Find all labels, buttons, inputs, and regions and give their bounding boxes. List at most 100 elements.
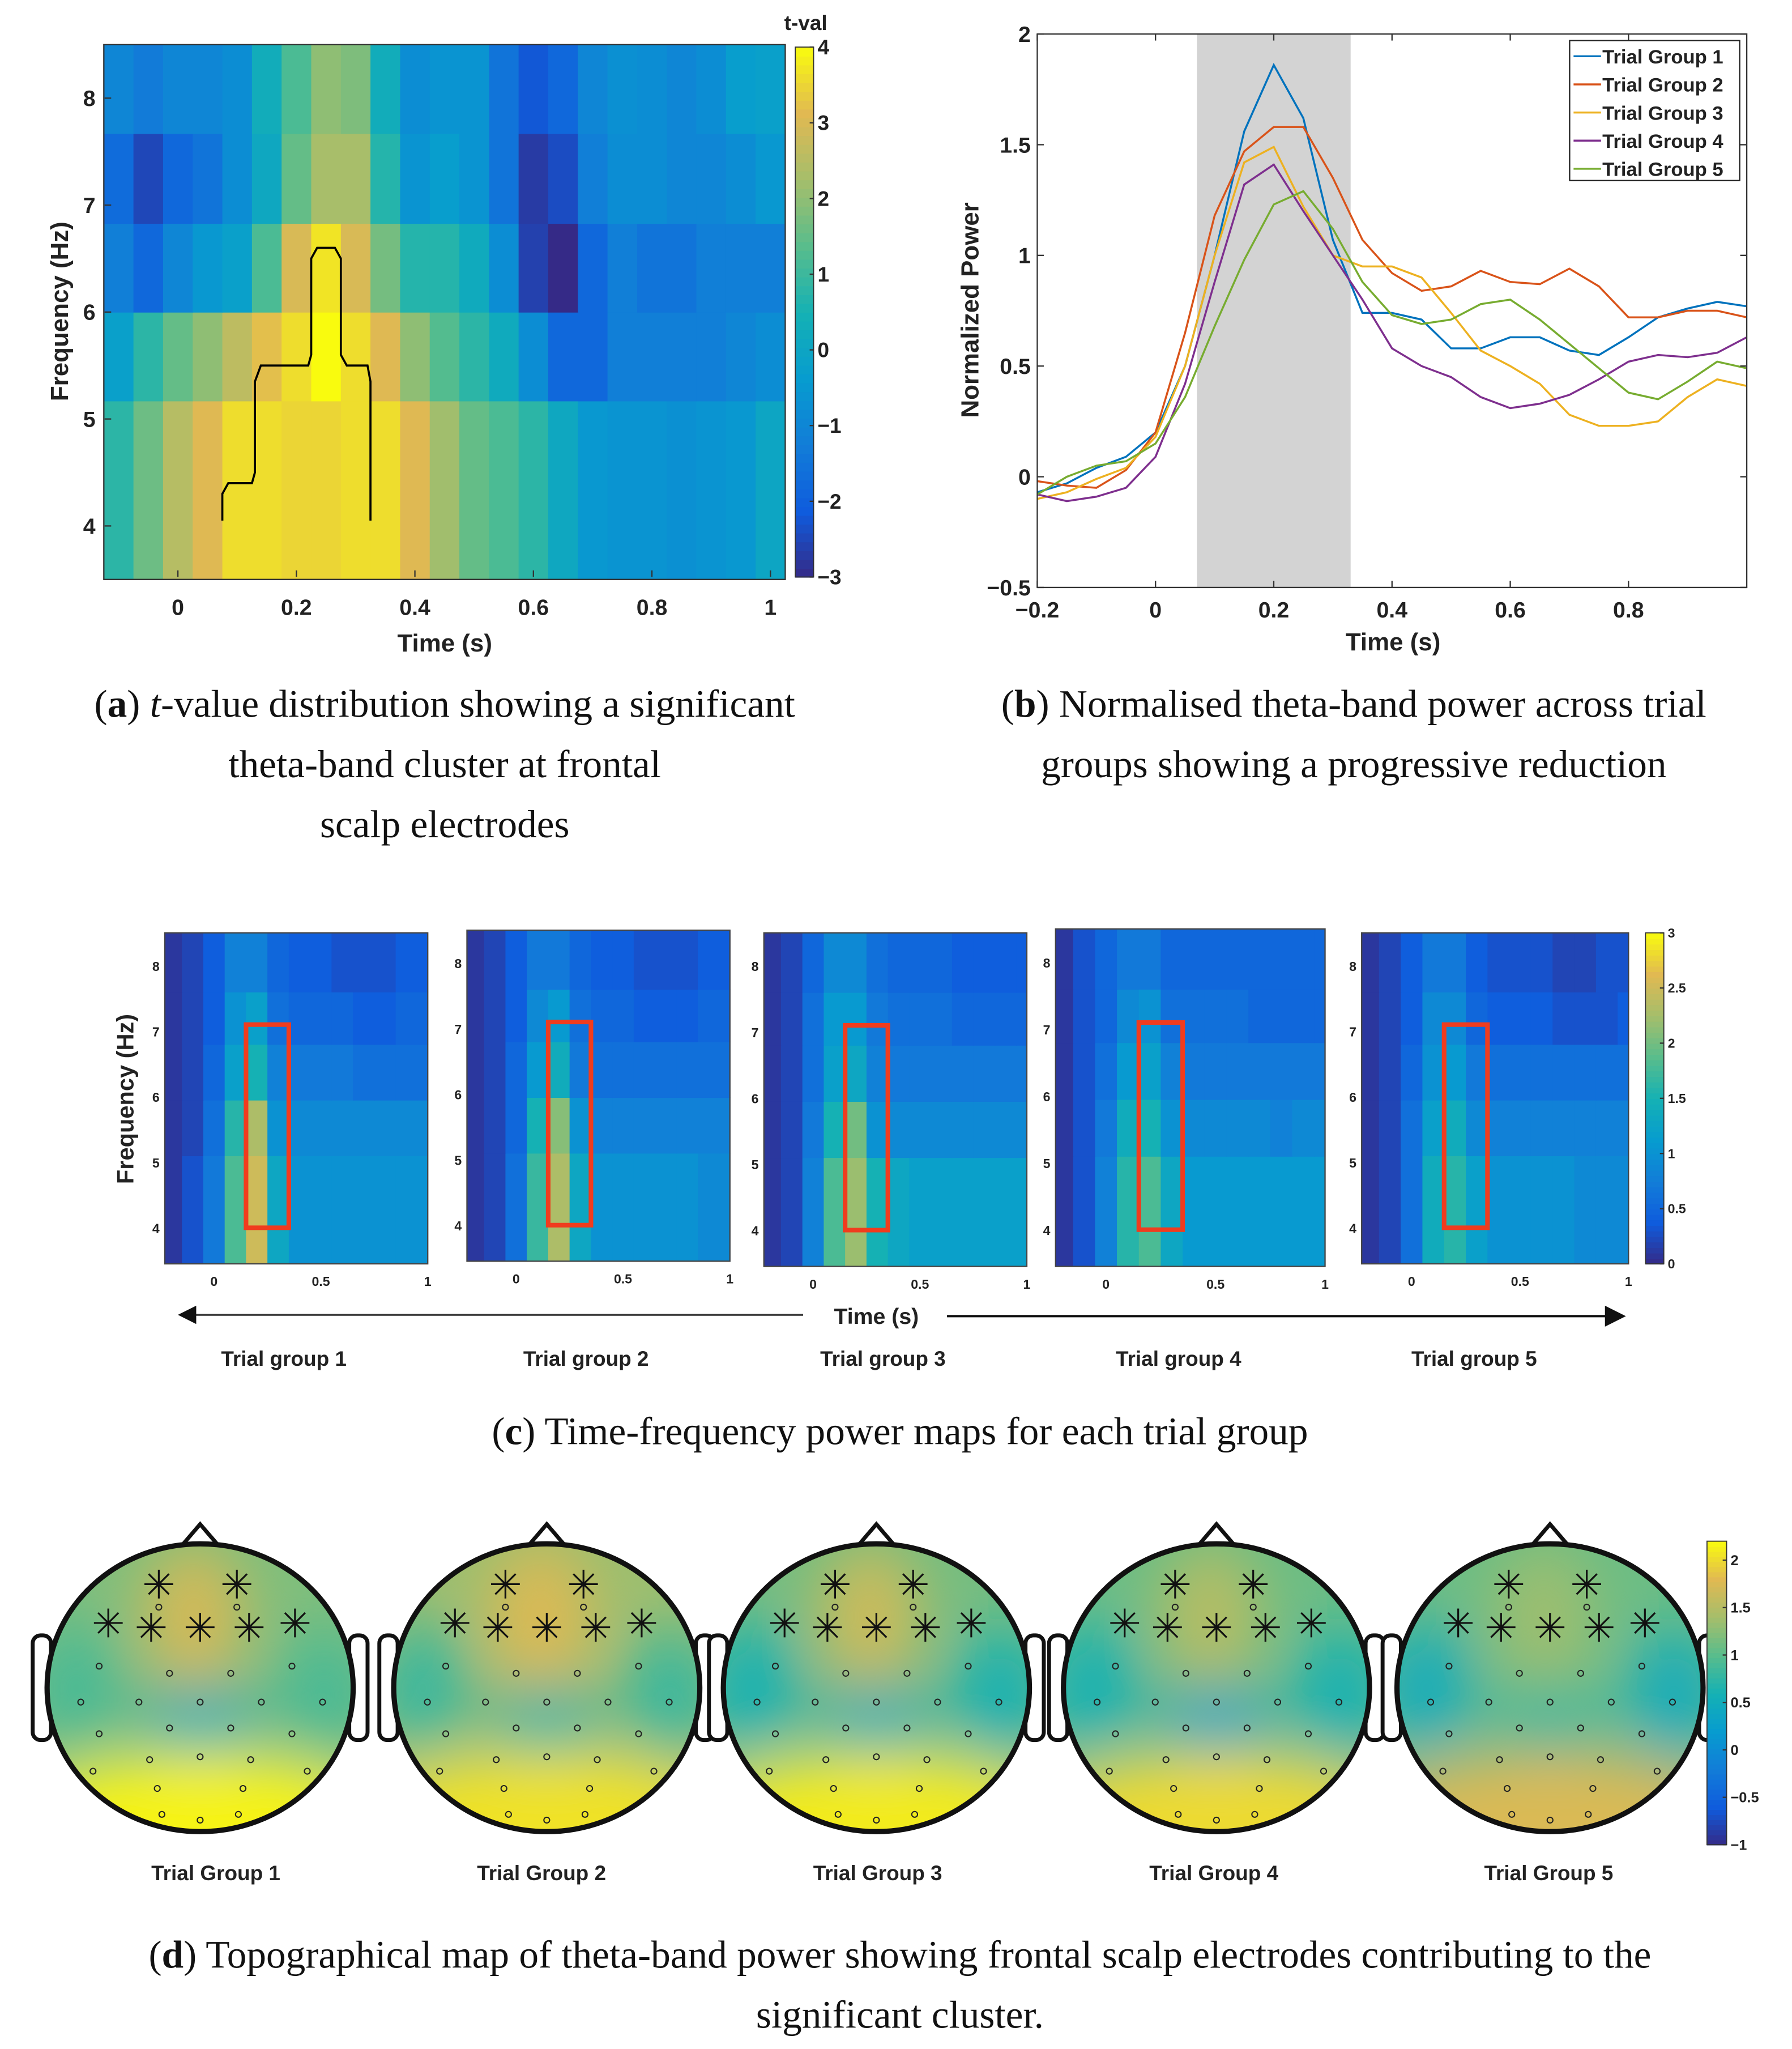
heatmap-cell xyxy=(1292,1156,1315,1267)
electrode-marker xyxy=(965,1663,972,1670)
heatmap-cell xyxy=(824,932,846,993)
heatmap-cell xyxy=(1204,928,1227,990)
heatmap-cell xyxy=(780,932,803,993)
legend-label: Trial Group 1 xyxy=(1602,46,1723,68)
heatmap-cell xyxy=(612,1097,634,1154)
heatmap-cell xyxy=(164,1100,183,1156)
heatmap-cell xyxy=(763,1045,782,1102)
heatmap-cell xyxy=(1595,1100,1619,1156)
asterisk-stroke xyxy=(1255,1616,1277,1638)
heatmap-cell xyxy=(909,992,932,1046)
colorbar-segment xyxy=(1645,1208,1664,1215)
heatmap-cell xyxy=(104,44,134,134)
electrode-marker xyxy=(1175,1811,1182,1818)
x-tick-label: 0.5 xyxy=(911,1277,929,1292)
heatmap-cell xyxy=(1138,928,1162,990)
colorbar-segment xyxy=(1645,1253,1664,1259)
heatmap-cell xyxy=(1095,989,1117,1043)
electrode-marker xyxy=(1597,1756,1605,1763)
heatmap-cell xyxy=(591,930,613,990)
caption-a-line1: -value distribution showing a significan… xyxy=(160,683,795,726)
heatmap-cell xyxy=(163,133,194,224)
colorbar-segment xyxy=(1645,1054,1664,1060)
colorbar-segment xyxy=(795,515,814,525)
heatmap-cell xyxy=(802,992,825,1046)
heatmap-cell xyxy=(696,44,727,134)
y-tick-label: 1 xyxy=(1018,244,1031,269)
heatmap-cell xyxy=(1487,991,1510,1045)
y-tick-label: 7 xyxy=(152,1024,160,1039)
colorbar-segment xyxy=(795,171,814,181)
colorbar-segment xyxy=(795,65,814,75)
electrode-marker xyxy=(580,1603,587,1611)
heatmap-cell xyxy=(518,401,549,580)
colorbar-tick-label: 3 xyxy=(817,112,829,135)
colorbar-tick-label: 0.5 xyxy=(1668,1202,1686,1216)
heatmap-cell xyxy=(1401,1156,1423,1264)
electrode-marker xyxy=(319,1698,326,1706)
x-tick-label: 1 xyxy=(1625,1274,1632,1289)
electrode-marker xyxy=(500,1784,507,1792)
head-outline xyxy=(1061,1541,1372,1834)
electrode-marker xyxy=(493,1756,500,1763)
colorbar-segment xyxy=(1645,1214,1664,1221)
significant-electrode-asterisk-icon xyxy=(1535,1613,1565,1642)
colorbar-segment xyxy=(1645,1076,1664,1083)
electrode-marker xyxy=(1213,1698,1220,1706)
colorbar-tick-label: −2 xyxy=(817,490,841,513)
electrode-marker xyxy=(153,1784,161,1792)
heatmap-cell xyxy=(374,991,396,1045)
heatmap-cell xyxy=(845,1101,867,1158)
colorbar-segment xyxy=(1645,960,1664,967)
heatmap-cell xyxy=(655,1041,677,1098)
colorbar-tick-label: 1.5 xyxy=(1668,1091,1686,1106)
heatmap-cell xyxy=(288,1044,311,1101)
colorbar-segment xyxy=(1706,1789,1727,1795)
heatmap-cell xyxy=(311,223,342,313)
asterisk-stroke xyxy=(148,1573,170,1595)
significant-electrode-asterisk-icon xyxy=(1486,1613,1516,1642)
colorbar-segment xyxy=(1706,1713,1727,1719)
topomap-group-3: Trial Group 3 xyxy=(707,1521,1046,1885)
heatmap-cell xyxy=(637,133,668,224)
electrode-marker xyxy=(227,1669,234,1677)
heatmap-cell xyxy=(1117,1099,1140,1157)
heatmap-cell xyxy=(370,223,401,313)
heatmap-cell xyxy=(1466,1156,1488,1264)
heatmap-cell xyxy=(1073,1099,1096,1157)
electrode-marker xyxy=(834,1811,842,1818)
tf-map-group-2: 0 0.5 1 4 5 6 7 8 Trial group 2 xyxy=(454,929,733,1370)
colorbar-segment xyxy=(1645,1142,1664,1149)
heatmap-cell xyxy=(417,1044,429,1101)
heatmap-cell xyxy=(952,1157,974,1267)
colorbar-segment xyxy=(795,356,814,366)
colorbar-segment xyxy=(1645,955,1664,961)
asterisk-stroke xyxy=(1447,1612,1469,1634)
electrode-marker xyxy=(258,1698,265,1706)
colorbar-segment xyxy=(1645,1004,1664,1011)
asterisk-stroke xyxy=(1300,1612,1322,1634)
significant-electrode-asterisk-icon xyxy=(1239,1569,1268,1599)
heatmap-cell xyxy=(489,401,519,580)
asterisk-stroke xyxy=(1164,1573,1186,1595)
heatmap-cell xyxy=(133,223,164,313)
electrode-marker xyxy=(505,1811,512,1818)
colorbar-segment xyxy=(1645,1170,1664,1177)
y-tick-label: 4 xyxy=(83,514,96,539)
colorbar-segment xyxy=(795,453,814,463)
heatmap-cell xyxy=(1095,1042,1117,1100)
colorbar-segment xyxy=(1706,1733,1727,1740)
heatmap-cell xyxy=(719,1153,731,1262)
x-tick-label: 0.6 xyxy=(518,595,549,620)
heatmap-cell xyxy=(909,1101,932,1158)
heatmap-cell xyxy=(1016,992,1027,1046)
significant-electrode-asterisk-icon xyxy=(440,1608,470,1638)
topomap-group-1: Trial Group 1 xyxy=(31,1521,370,1885)
heatmap-cell xyxy=(763,1157,782,1267)
heatmap-cell xyxy=(845,1045,867,1102)
heatmap-cell xyxy=(1270,1156,1293,1267)
heatmap-cell xyxy=(698,930,720,990)
heatmap-cell xyxy=(1248,1042,1271,1100)
electrode-marker xyxy=(581,1811,589,1818)
heatmap-cell xyxy=(1552,1156,1575,1264)
